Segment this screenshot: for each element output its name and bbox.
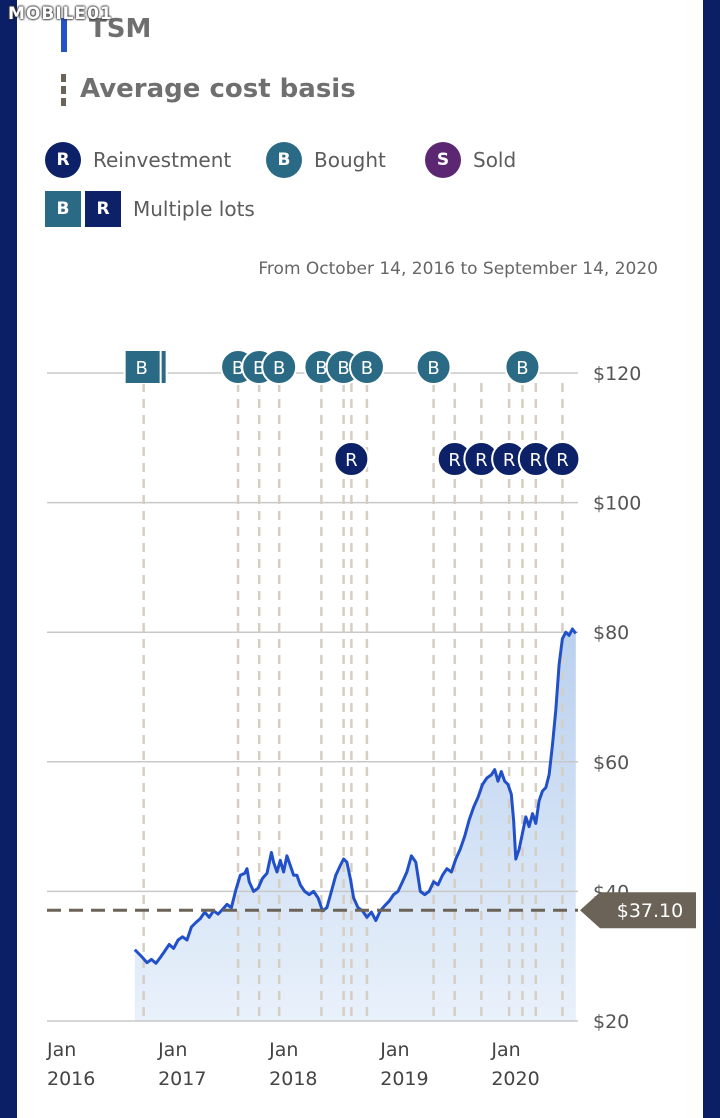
price-area [134, 629, 576, 1021]
multiple-reinvest-square-icon: R [85, 191, 121, 227]
marker-glyph: R [530, 450, 543, 471]
x-tick-year: 2019 [380, 1068, 428, 1090]
marker-glyph: B [361, 358, 373, 379]
avg-cost-legend-dash [61, 74, 66, 106]
watermark-logo: MOBILE01 [8, 4, 113, 24]
marker-glyph: R [448, 450, 461, 471]
marker-glyph: B [315, 358, 327, 379]
reinvestment-marker-icon [333, 441, 370, 477]
avg-cost-basis-title: Average cost basis [80, 74, 356, 104]
y-tick-label: $20 [593, 1011, 629, 1033]
y-tick-label: $80 [593, 622, 629, 644]
legend-bought: B Bought [266, 142, 386, 178]
ticker-title: TSM [89, 14, 152, 44]
marker-glyph: B [337, 358, 349, 379]
marker-glyph: B [135, 358, 147, 379]
marker-glyph: B [516, 358, 528, 379]
legend-reinvestment: R Reinvestment [45, 142, 231, 178]
x-tick-month: Jan [379, 1039, 409, 1061]
x-tick-year: 2020 [491, 1068, 539, 1090]
marker-glyph: R [556, 450, 569, 471]
y-tick-label: $100 [593, 493, 641, 515]
x-tick-year: 2016 [47, 1068, 95, 1090]
legend-sold-label: Sold [473, 148, 517, 172]
x-tick-year: 2018 [269, 1068, 317, 1090]
bought-marker-icon [415, 349, 452, 385]
ticker-accent-bar [61, 18, 67, 52]
avg-cost-label: $37.10 [617, 900, 683, 922]
marker-glyph: R [345, 450, 358, 471]
reinvestment-badge-icon: R [45, 142, 81, 178]
bought-marker-icon [504, 349, 541, 385]
date-range: From October 14, 2016 to September 14, 2… [258, 259, 658, 279]
marker-glyph: B [232, 358, 244, 379]
bought-badge-icon: B [266, 142, 302, 178]
legend-reinvestment-label: Reinvestment [93, 148, 232, 172]
multiple-lot-marker-icon [125, 351, 160, 383]
bought-marker-icon [348, 349, 385, 385]
sold-badge-icon: S [425, 142, 461, 178]
marker-glyph: B [427, 358, 439, 379]
bought-marker-icon [261, 349, 298, 385]
marker-glyph: R [475, 450, 488, 471]
y-tick-label: $120 [593, 363, 641, 385]
multiple-bought-square-icon: B [45, 191, 81, 227]
x-tick-month: Jan [46, 1039, 76, 1061]
avg-cost-label-bg [580, 892, 696, 929]
x-tick-month: Jan [157, 1039, 187, 1061]
x-tick-month: Jan [490, 1039, 520, 1061]
marker-glyph: B [273, 358, 285, 379]
legend-multiple-lots-label: Multiple lots [133, 197, 255, 221]
legend-multiple-lots: B R Multiple lots [45, 191, 255, 227]
y-tick-label: $60 [593, 752, 629, 774]
legend-sold: S Sold [425, 142, 516, 178]
legend-bought-label: Bought [314, 148, 386, 172]
multiple-lot-edge [161, 351, 166, 383]
marker-glyph: R [503, 450, 516, 471]
x-tick-year: 2017 [158, 1068, 206, 1090]
reinvestment-marker-icon [544, 441, 581, 477]
x-tick-month: Jan [268, 1039, 298, 1061]
